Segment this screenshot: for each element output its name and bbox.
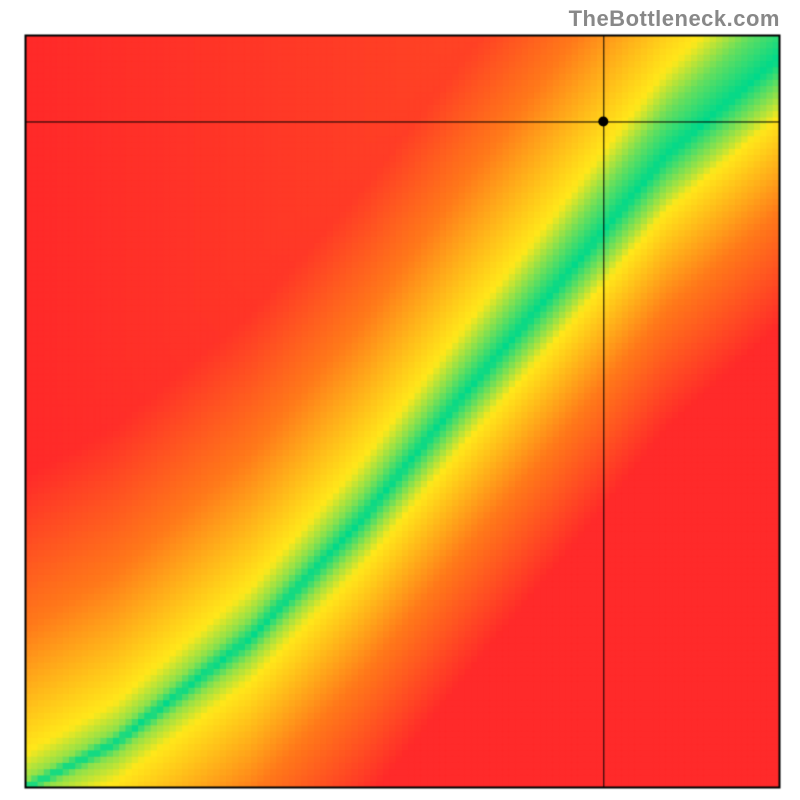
- bottleneck-heatmap-canvas: [0, 0, 800, 800]
- chart-container: TheBottleneck.com: [0, 0, 800, 800]
- watermark-text: TheBottleneck.com: [569, 6, 780, 32]
